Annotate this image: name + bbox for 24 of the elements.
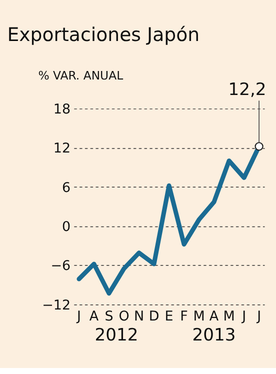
y-tick-label: −6: [50, 258, 71, 274]
x-tick-label: N: [134, 308, 144, 325]
y-tick-label: −12: [42, 297, 71, 314]
x-tick-label: J: [76, 308, 81, 325]
x-tick-label: D: [148, 308, 160, 325]
chart-title: Exportaciones Japón: [7, 24, 200, 46]
y-tick-label: 6: [62, 180, 71, 196]
x-tick-label: J: [256, 308, 262, 325]
x-tick-label: M: [193, 308, 205, 325]
x-tick-label: S: [104, 308, 114, 325]
x-tick-label: A: [89, 308, 100, 325]
y-axis-title: % VAR. ANUAL: [38, 68, 124, 82]
x-tick-label: M: [223, 308, 235, 325]
x-tick-label: J: [241, 308, 246, 325]
x-tick-label: O: [118, 308, 130, 325]
y-tick-label: 12: [53, 140, 71, 157]
text: 2012: [94, 325, 138, 346]
y-tick-label: 18: [53, 101, 71, 118]
text: 2013: [192, 325, 236, 346]
x-tick-label: E: [164, 308, 174, 325]
data-label: 12,2: [228, 80, 266, 100]
y-tick-label: 0: [62, 219, 71, 236]
x-tick-label: A: [209, 308, 220, 325]
x-tick-label: F: [180, 308, 188, 325]
